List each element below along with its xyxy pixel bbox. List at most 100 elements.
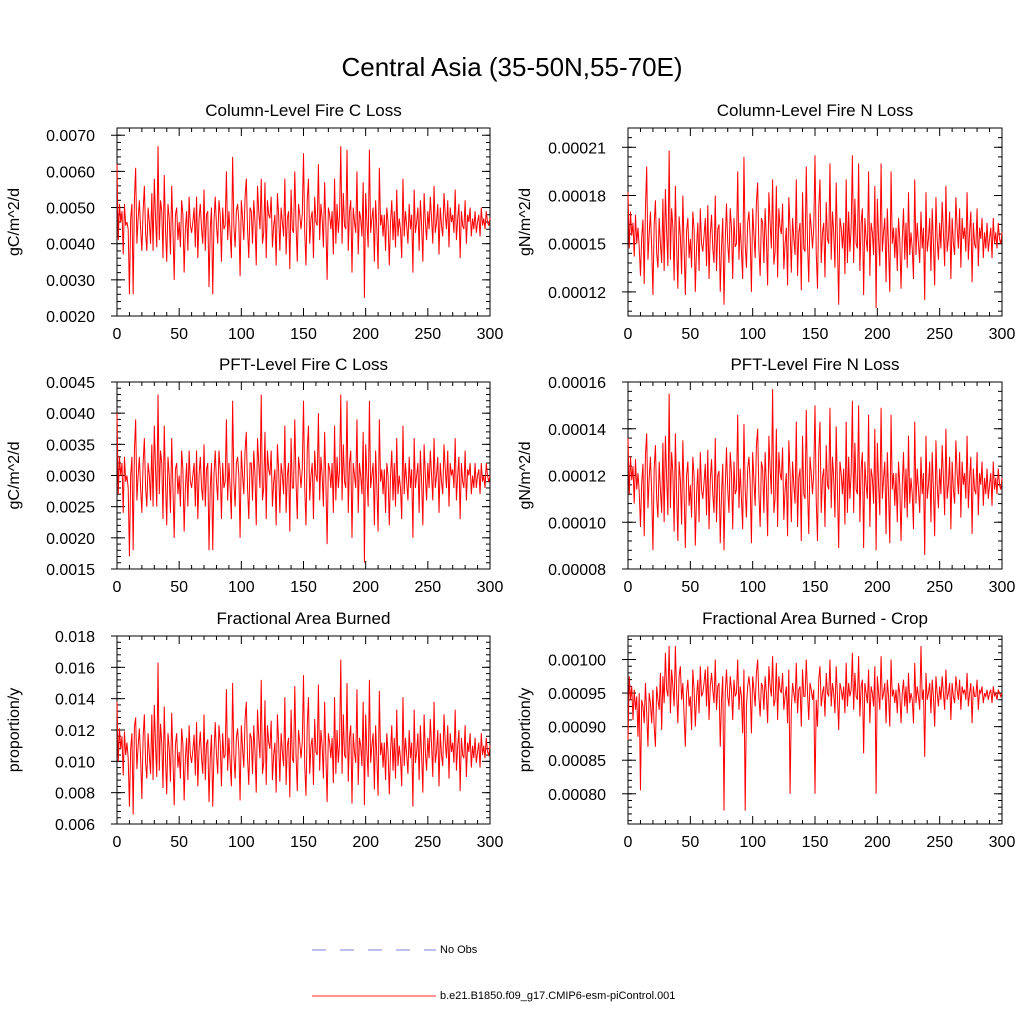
x-tick-label: 300 bbox=[477, 326, 504, 343]
y-tick-label: 0.00014 bbox=[548, 422, 606, 439]
y-tick-label: 0.010 bbox=[55, 754, 95, 771]
series-line bbox=[627, 646, 1003, 811]
figure-title: Central Asia (35-50N,55-70E) bbox=[341, 52, 683, 82]
x-tick-label: 50 bbox=[170, 834, 188, 851]
x-tick-label: 50 bbox=[170, 579, 188, 596]
y-tick-label: 0.0015 bbox=[46, 562, 95, 579]
y-tick-label: 0.00080 bbox=[548, 787, 606, 804]
legend-dashed-line bbox=[312, 949, 436, 951]
x-tick-label: 150 bbox=[290, 834, 317, 851]
y-tick-label: 0.012 bbox=[55, 723, 95, 740]
y-tick-label: 0.00016 bbox=[548, 375, 606, 392]
x-tick-label: 0 bbox=[624, 579, 633, 596]
y-tick-label: 0.0030 bbox=[46, 273, 95, 290]
panel-title: PFT-Level Fire N Loss bbox=[730, 355, 899, 374]
legend-entry-simulation: b.e21.B1850.f09_g17.CMIP6-esm-piControl.… bbox=[312, 989, 675, 1003]
y-tick-label: 0.014 bbox=[55, 692, 95, 709]
y-tick-label: 0.0040 bbox=[46, 237, 95, 254]
y-tick-label: 0.0050 bbox=[46, 201, 95, 218]
legend-label-simulation: b.e21.B1850.f09_g17.CMIP6-esm-piControl.… bbox=[440, 990, 676, 1002]
y-tick-label: 0.00012 bbox=[548, 469, 606, 486]
x-tick-label: 100 bbox=[228, 579, 255, 596]
panel-title: Column-Level Fire N Loss bbox=[717, 101, 914, 120]
plot-frame bbox=[627, 635, 1003, 825]
series-line bbox=[627, 150, 1003, 308]
chart-panel-4: PFT-Level Fire N Loss gN/m^2/d 0 50 100 150 20… bbox=[517, 355, 1015, 596]
y-axis-label: gN/m^2/d bbox=[517, 442, 534, 510]
x-tick-label: 250 bbox=[414, 579, 441, 596]
x-tick-label: 50 bbox=[170, 326, 188, 343]
x-tick-label: 250 bbox=[926, 326, 953, 343]
x-tick-label: 50 bbox=[681, 326, 699, 343]
y-axis-label: gC/m^2/d bbox=[6, 188, 23, 256]
x-tick-label: 300 bbox=[477, 579, 504, 596]
y-tick-label: 0.00010 bbox=[548, 515, 606, 532]
series-line bbox=[116, 146, 491, 298]
chart-panel-3: PFT-Level Fire C Loss gC/m^2/d 0 50 100 150 20… bbox=[6, 355, 503, 596]
x-tick-label: 150 bbox=[802, 326, 829, 343]
x-tick-label: 250 bbox=[414, 834, 441, 851]
y-tick-label: 0.00100 bbox=[548, 653, 606, 670]
y-tick-label: 0.0070 bbox=[46, 128, 95, 145]
x-tick-label: 0 bbox=[113, 579, 122, 596]
x-tick-label: 0 bbox=[113, 326, 122, 343]
x-tick-label: 150 bbox=[802, 834, 829, 851]
x-tick-label: 100 bbox=[739, 579, 766, 596]
x-tick-label: 200 bbox=[352, 579, 379, 596]
series-line bbox=[627, 389, 1003, 555]
x-tick-label: 100 bbox=[228, 834, 255, 851]
y-axis-label: proportion/y bbox=[517, 688, 534, 773]
x-tick-label: 100 bbox=[739, 834, 766, 851]
chart-panel-2: Column-Level Fire N Loss gN/m^2/d 0 50 100 15… bbox=[517, 101, 1015, 343]
y-tick-label: 0.0020 bbox=[46, 309, 95, 326]
y-tick-label: 0.0060 bbox=[46, 164, 95, 181]
chart-panel-6: Fractional Area Burned - Crop proportion/… bbox=[517, 609, 1015, 851]
legend-entry-no-obs: No Obs bbox=[312, 943, 477, 957]
x-tick-label: 250 bbox=[926, 834, 953, 851]
x-tick-label: 100 bbox=[228, 326, 255, 343]
legend-solid-line bbox=[312, 995, 436, 997]
x-tick-label: 300 bbox=[477, 834, 504, 851]
y-tick-label: 0.00008 bbox=[548, 562, 606, 579]
series-line bbox=[116, 394, 491, 563]
y-tick-label: 0.006 bbox=[55, 817, 95, 834]
x-tick-label: 200 bbox=[864, 579, 891, 596]
x-tick-label: 200 bbox=[352, 834, 379, 851]
y-tick-label: 0.016 bbox=[55, 660, 95, 677]
x-tick-label: 50 bbox=[681, 579, 699, 596]
y-axis-label: gN/m^2/d bbox=[517, 188, 534, 256]
y-tick-label: 0.0040 bbox=[46, 406, 95, 423]
panel-title: Fractional Area Burned - Crop bbox=[702, 609, 928, 628]
chart-panel-1: Column-Level Fire C Loss gC/m^2/d 0 50 100 15… bbox=[6, 101, 503, 343]
x-tick-label: 200 bbox=[352, 326, 379, 343]
panel-title: Fractional Area Burned bbox=[217, 609, 391, 628]
x-tick-label: 0 bbox=[113, 834, 122, 851]
y-tick-label: 0.00021 bbox=[548, 140, 606, 157]
y-tick-label: 0.00095 bbox=[548, 686, 606, 703]
x-tick-label: 200 bbox=[864, 326, 891, 343]
y-tick-label: 0.018 bbox=[55, 629, 95, 646]
series-line bbox=[116, 659, 491, 815]
y-tick-label: 0.00015 bbox=[548, 237, 606, 254]
x-tick-label: 200 bbox=[864, 834, 891, 851]
x-tick-label: 150 bbox=[290, 579, 317, 596]
x-tick-label: 300 bbox=[989, 579, 1016, 596]
legend-label-no-obs: No Obs bbox=[440, 944, 478, 956]
y-tick-label: 0.008 bbox=[55, 786, 95, 803]
x-tick-label: 300 bbox=[989, 834, 1016, 851]
y-tick-label: 0.0030 bbox=[46, 469, 95, 486]
y-tick-label: 0.00018 bbox=[548, 188, 606, 205]
x-tick-label: 0 bbox=[624, 326, 633, 343]
y-tick-label: 0.0020 bbox=[46, 531, 95, 548]
y-tick-label: 0.0035 bbox=[46, 437, 95, 454]
y-tick-label: 0.0025 bbox=[46, 500, 95, 517]
x-tick-label: 100 bbox=[739, 326, 766, 343]
y-axis-label: proportion/y bbox=[6, 688, 23, 773]
chart-panel-5: Fractional Area Burned proportion/y 0 50 100… bbox=[6, 609, 503, 851]
x-tick-label: 0 bbox=[624, 834, 633, 851]
y-tick-label: 0.00090 bbox=[548, 720, 606, 737]
x-tick-label: 150 bbox=[290, 326, 317, 343]
x-tick-label: 250 bbox=[926, 579, 953, 596]
x-tick-label: 150 bbox=[802, 579, 829, 596]
